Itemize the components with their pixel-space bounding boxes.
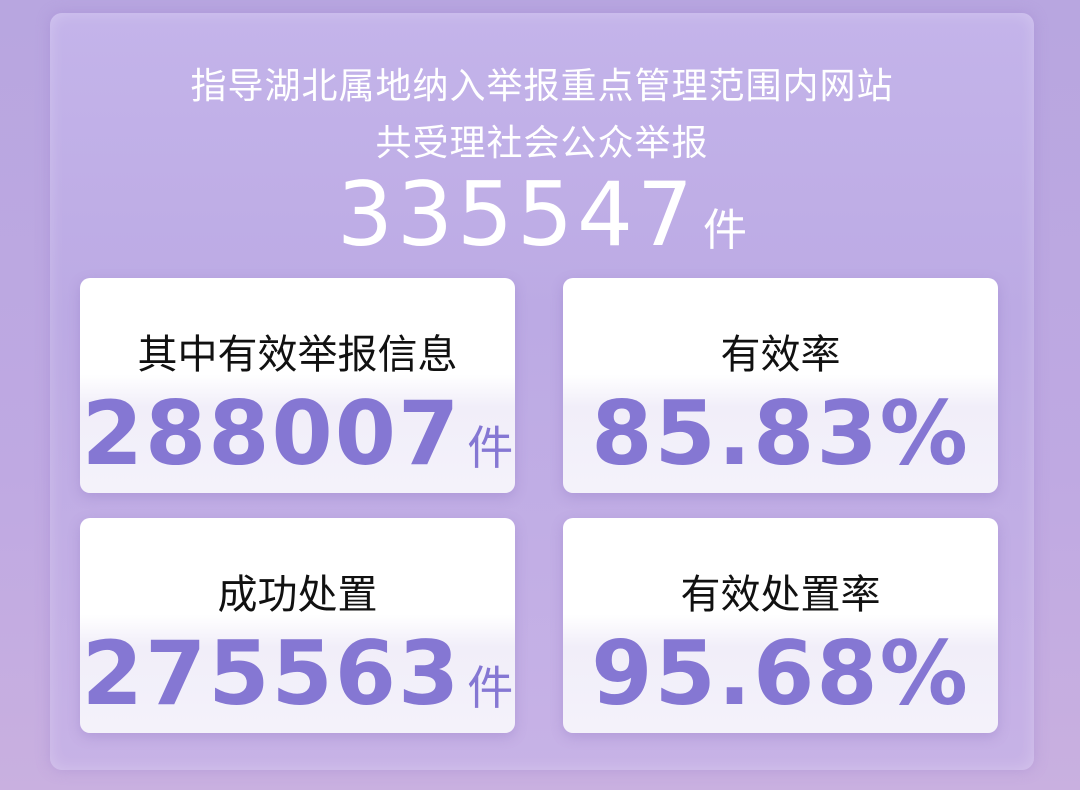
- stat-value-row: 85.83%: [563, 382, 998, 485]
- total-unit: 件: [702, 205, 747, 256]
- stat-label: 成功处置: [217, 572, 378, 618]
- stat-value: 288007: [81, 382, 462, 485]
- stat-label: 有效率: [720, 332, 841, 378]
- stat-card-handled: 成功处置 275563 件: [80, 518, 515, 733]
- stat-value-row: 275563 件: [80, 622, 515, 725]
- headline-line-1: 指导湖北属地纳入举报重点管理范围内网站: [190, 66, 894, 107]
- total-reports: 335547 件: [50, 163, 1034, 266]
- stat-value-row: 288007 件: [80, 382, 515, 485]
- stat-value: 95.68%: [591, 622, 970, 725]
- stat-unit: 件: [467, 661, 514, 715]
- stat-card-valid-rate: 有效率 85.83%: [563, 278, 998, 493]
- stat-unit: 件: [467, 421, 514, 475]
- stat-card-valid-reports: 其中有效举报信息 288007 件: [80, 278, 515, 493]
- stat-label: 其中有效举报信息: [137, 332, 458, 378]
- stat-value-row: 95.68%: [563, 622, 998, 725]
- stat-label: 有效处置率: [680, 572, 881, 618]
- total-value: 335547: [337, 163, 697, 266]
- headline-line-2: 共受理社会公众举报: [375, 123, 709, 164]
- stat-card-handled-rate: 有效处置率 95.68%: [563, 518, 998, 733]
- stat-value: 85.83%: [591, 382, 970, 485]
- stat-value: 275563: [81, 622, 462, 725]
